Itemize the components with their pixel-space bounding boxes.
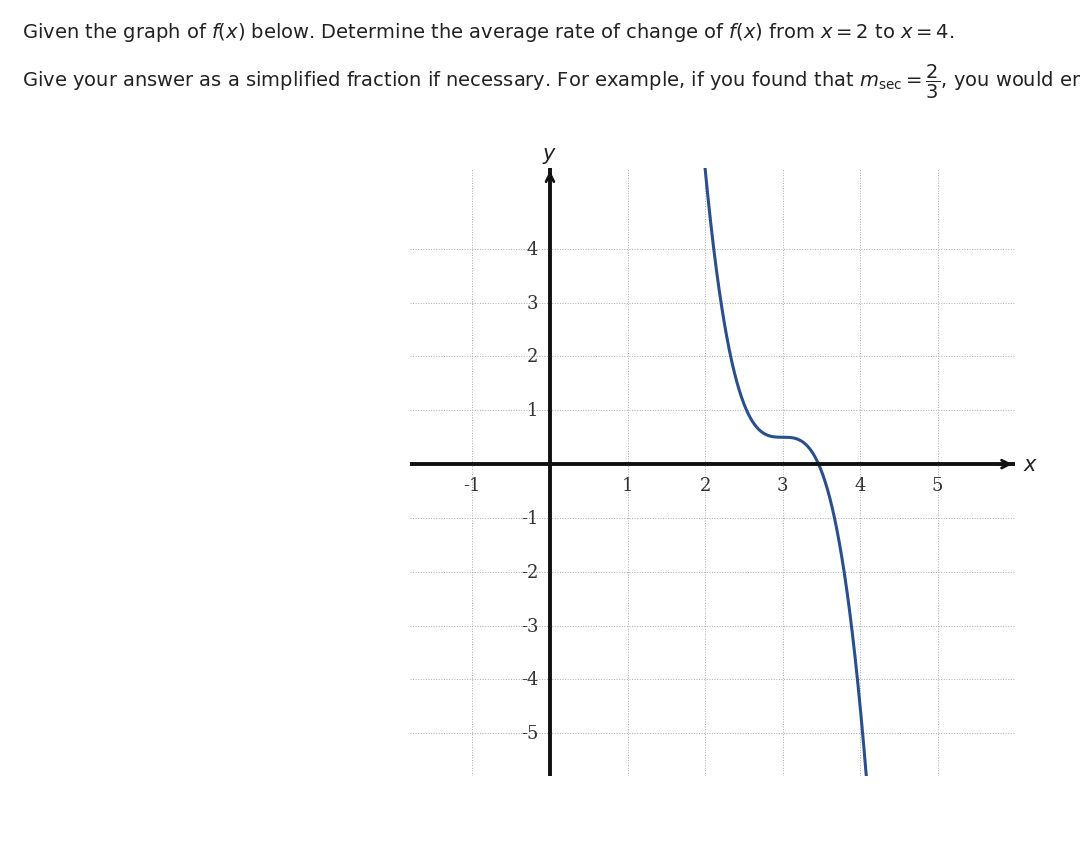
Text: -1: -1 (463, 476, 482, 495)
Text: 2: 2 (700, 476, 711, 495)
Text: -1: -1 (521, 510, 538, 528)
Text: $x$: $x$ (1023, 455, 1038, 474)
Text: 1: 1 (622, 476, 633, 495)
Text: -2: -2 (521, 563, 538, 582)
Text: 2: 2 (527, 348, 538, 366)
Text: Given the graph of $f(x)$ below. Determine the average rate of change of $f(x)$ : Given the graph of $f(x)$ below. Determi… (22, 21, 954, 44)
Text: 1: 1 (527, 402, 538, 419)
Text: 3: 3 (777, 476, 788, 495)
Text: Give your answer as a simplified fraction if necessary. For example, if you foun: Give your answer as a simplified fractio… (22, 63, 1080, 101)
Text: 4: 4 (854, 476, 866, 495)
Text: 3: 3 (527, 295, 538, 312)
Text: -4: -4 (521, 671, 538, 689)
Text: $y$: $y$ (542, 146, 557, 166)
Text: -3: -3 (521, 617, 538, 635)
Text: 4: 4 (527, 241, 538, 258)
Text: -5: -5 (521, 724, 538, 743)
Text: 5: 5 (932, 476, 943, 495)
